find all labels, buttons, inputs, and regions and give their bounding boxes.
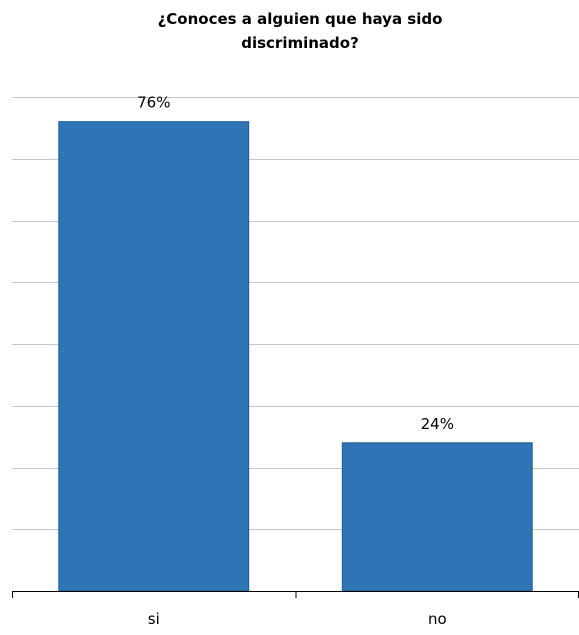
chart-title: ¿Conoces a alguien que haya sido discrim… xyxy=(158,10,443,52)
value-labels: 76% 24% xyxy=(137,94,454,433)
chart-title-line-1: ¿Conoces a alguien que haya sido xyxy=(158,10,443,28)
bars xyxy=(58,121,533,592)
bar-no xyxy=(341,442,533,592)
chart-title-line-2: discriminado? xyxy=(241,34,359,52)
value-label-si: 76% xyxy=(137,94,170,112)
bar-si xyxy=(58,121,250,592)
x-axis: si no xyxy=(12,591,579,628)
x-tick-label-no: no xyxy=(428,610,447,628)
value-label-no: 24% xyxy=(421,415,454,433)
x-tick-label-si: si xyxy=(148,610,160,628)
